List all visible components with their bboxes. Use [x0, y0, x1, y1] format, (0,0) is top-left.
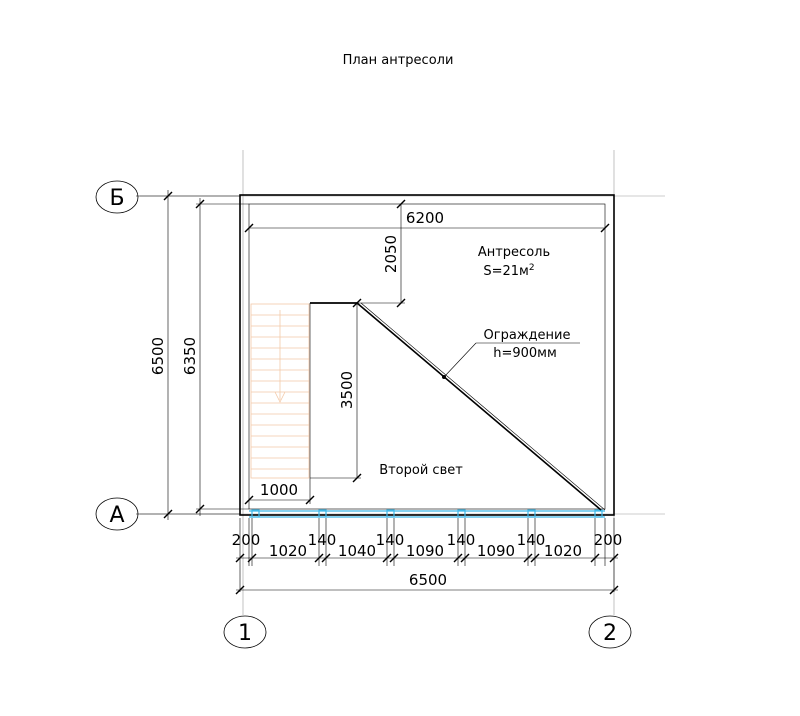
axis-marker-2: 2 [588, 615, 632, 649]
axis-2-label: 2 [603, 621, 617, 646]
axis-1-label: 1 [238, 621, 252, 646]
dim-inner-height: 6350 [181, 198, 249, 516]
dim-top-gap-label: 2050 [382, 235, 400, 273]
dim-top-gap: 2050 [357, 199, 406, 308]
dim-overall-width-label: 6500 [409, 571, 447, 589]
axis-a-label: А [109, 503, 124, 528]
axis-marker-1: 1 [223, 615, 267, 649]
dim-stair-length-label: 3500 [338, 371, 356, 409]
dim-bottom-1090-1: 1090 [406, 542, 444, 560]
dim-bottom-chain: 200 1020 140 1040 140 1090 140 1090 140 … [232, 518, 623, 592]
dim-bottom-1020-right: 1020 [544, 542, 582, 560]
dim-overall-height-label: 6500 [149, 337, 167, 375]
dim-stair-length: 3500 [310, 298, 362, 483]
dim-overall-width: 6500 [235, 571, 619, 595]
axis-marker-b: Б [95, 180, 139, 214]
dim-overall-height: 6500 [136, 190, 240, 520]
axis-b-label: Б [109, 186, 124, 211]
dim-bottom-1090-2: 1090 [477, 542, 515, 560]
outer-walls [239, 194, 615, 516]
dim-bottom-140-1: 140 [308, 531, 337, 549]
mezzanine-railing [309, 302, 606, 511]
railing-label: Ограждение [484, 328, 571, 343]
staircase [250, 303, 310, 479]
plan-title: План антресоли [343, 53, 454, 68]
dim-bottom-200-left: 200 [232, 531, 261, 549]
dim-inner-height-label: 6350 [181, 337, 199, 375]
second-light-label: Второй свет [379, 463, 463, 478]
railing-callout: Ограждение h=900мм [442, 328, 580, 379]
dim-bottom-1020-left: 1020 [269, 542, 307, 560]
dim-bottom-140-3: 140 [447, 531, 476, 549]
dim-stair-width-label: 1000 [260, 481, 298, 499]
dim-stair-width: 1000 [244, 478, 315, 505]
axis-marker-a: А [95, 497, 139, 531]
dim-bottom-1040: 1040 [338, 542, 376, 560]
mezzanine-area: S=21м2 [483, 263, 534, 279]
mezzanine-name: Антресоль [478, 245, 550, 260]
dim-bottom-200-right: 200 [594, 531, 623, 549]
railing-height: h=900мм [493, 346, 557, 361]
dim-inner-width: 6200 [244, 209, 610, 233]
dim-inner-width-label: 6200 [406, 209, 444, 227]
window-strip [249, 509, 605, 518]
dim-bottom-140-4: 140 [517, 531, 546, 549]
dim-bottom-140-2: 140 [376, 531, 405, 549]
